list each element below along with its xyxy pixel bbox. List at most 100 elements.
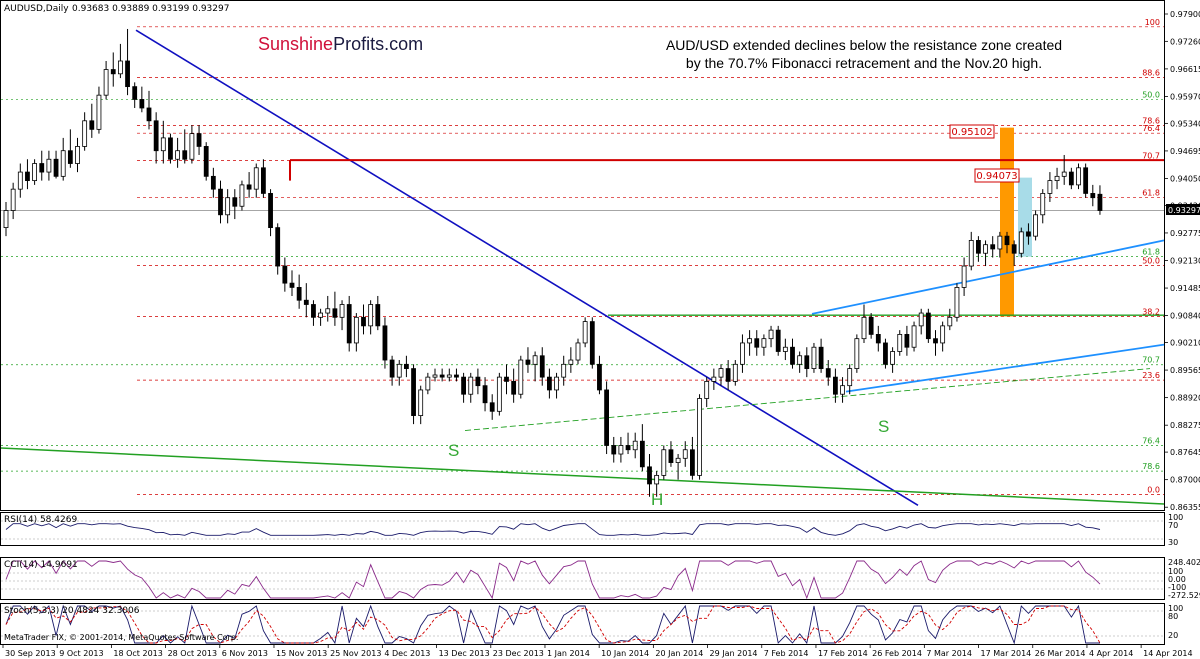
y-tick-label: 0.94050 (1170, 174, 1200, 183)
candle-bear (925, 312, 931, 340)
candle-bear (804, 355, 810, 369)
candle-bull (890, 351, 895, 365)
candle-bull (711, 376, 717, 382)
candle-bear (1004, 235, 1010, 246)
x-tick-label: 15 Nov 2013 (276, 649, 327, 658)
candle-bull (175, 150, 181, 160)
rsi-scale-100: 100 (1168, 513, 1183, 522)
candle-bear (403, 363, 409, 369)
candle-bear (539, 355, 545, 378)
x-tick-label: 14 Apr 2014 (1143, 649, 1192, 658)
fib-label-green: 50.0 (1142, 90, 1160, 99)
fib-label-red: 88.6 (1142, 69, 1160, 78)
candle-bull (1047, 180, 1053, 194)
x-tick-label: 13 Dec 2013 (439, 649, 490, 658)
candle-bear (39, 163, 45, 173)
brand-part1: Sunshine (258, 34, 333, 54)
candle-bear (589, 321, 595, 365)
candle-bear (482, 385, 488, 404)
y-tick-label: 0.94695 (1170, 147, 1200, 156)
y-tick-label: 0.96615 (1170, 65, 1200, 74)
main-panel (0, 0, 1165, 511)
candle-bear (25, 171, 30, 182)
candle-bull (861, 316, 867, 340)
candle-bull (17, 171, 23, 190)
candle-bull (568, 359, 574, 365)
candle-bear (210, 175, 216, 190)
stoch-label: Stoch(5,3,3) 20.4824 32.3006 (4, 606, 140, 616)
candle-bear (611, 445, 617, 455)
candle-bull (947, 316, 953, 327)
stoch-panel (0, 603, 1165, 645)
candle-bull (632, 440, 638, 451)
candle-bull (782, 346, 788, 352)
pattern-s-left: S (448, 441, 459, 460)
candle-bear (268, 193, 273, 229)
neckline (464, 368, 1151, 431)
orange-range-bar (1000, 127, 1014, 317)
candle-bear (1026, 231, 1031, 237)
cci-scale-0: 0.00 (1168, 575, 1186, 584)
fib-label-green: 78.6 (1142, 462, 1160, 471)
candle-bull (46, 158, 52, 173)
y-tick-label: 0.89565 (1170, 366, 1200, 375)
long-term-support-line (0, 447, 1165, 505)
candle-bear (489, 402, 495, 412)
fib-label-red: 23.6 (1142, 371, 1160, 380)
x-tick-label: 7 Mar 2014 (926, 649, 972, 658)
cci-label: CCI(14) 14.9691 (4, 560, 78, 570)
candle-bear (818, 346, 824, 369)
candle-bear (203, 146, 209, 177)
rsi-panel (0, 512, 1165, 546)
candle-bear (668, 449, 674, 463)
price-box-b (974, 168, 1020, 183)
x-tick-label: 7 Feb 2014 (764, 649, 809, 658)
time-axis: 30 Sep 2013 9 Oct 2013 18 Oct 2013 28 Oct 2… (2, 644, 1193, 658)
candle-bull (103, 69, 109, 96)
cci-scale-neg100: -100 (1168, 583, 1186, 592)
y-tick-label: 0.92775 (1170, 229, 1200, 238)
pattern-s-right: S (878, 417, 889, 436)
candle-bull (854, 338, 860, 369)
candle-bear (303, 299, 309, 305)
price-box-a (949, 124, 995, 139)
candle-bear (647, 466, 652, 485)
cci-scale-min: -272.5294 (1168, 591, 1200, 600)
x-tick-label: 30 Sep 2013 (5, 649, 56, 658)
candle-bear (232, 197, 238, 207)
candle-bull (768, 329, 774, 340)
blue-downtrend-line (135, 29, 919, 506)
candle-bull (446, 374, 452, 378)
candle-bear (1068, 171, 1074, 186)
candle-bull (840, 385, 845, 395)
candle-bull (468, 376, 474, 395)
stoch-scale-20: 20 (1168, 631, 1178, 640)
price-label-b: 0.94073 (976, 171, 1017, 182)
candle-bull (425, 376, 431, 391)
candle-bear (218, 188, 223, 216)
current-price-label: 0.93297 (1168, 206, 1200, 215)
candle-bear (89, 120, 95, 130)
candle-bear (790, 346, 795, 365)
candle-bear (275, 227, 281, 267)
chart-ohlc: 0.93683 0.93889 0.93199 0.93297 (72, 4, 229, 14)
fib-label-red: 50.0 (1142, 257, 1160, 266)
y-tick-label: 0.97260 (1170, 37, 1200, 46)
candle-bull (418, 389, 424, 416)
candle-bull (740, 342, 745, 365)
candle-bull (811, 346, 817, 369)
y-tick-label: 0.91485 (1170, 284, 1200, 293)
x-tick-label: 4 Apr 2014 (1089, 649, 1133, 658)
candle-bull (96, 94, 102, 130)
candle-bear (875, 334, 881, 344)
candle-bull (704, 381, 710, 399)
candle-bull (1061, 171, 1067, 177)
candle-bear (475, 376, 481, 387)
candle-bear (1097, 193, 1103, 211)
candle-bull (682, 449, 688, 459)
rsi-scale-30: 30 (1168, 538, 1178, 547)
candle-bear (1090, 193, 1096, 199)
candle-bear (1083, 167, 1089, 194)
candle-bull (432, 374, 438, 378)
